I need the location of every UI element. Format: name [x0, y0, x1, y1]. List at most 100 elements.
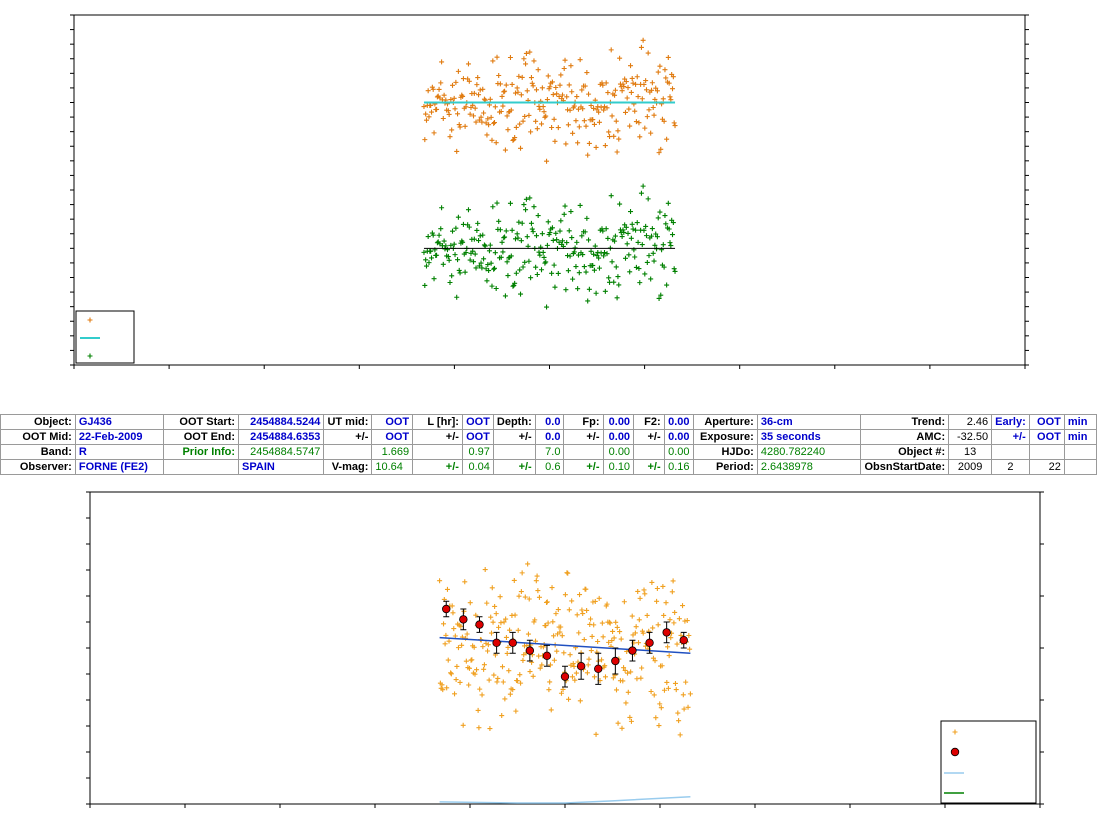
oc-point	[482, 243, 488, 249]
oc-point	[524, 234, 530, 240]
info-cell: Fp:	[563, 414, 604, 430]
data-point	[460, 93, 466, 99]
data-point	[423, 117, 429, 123]
single-image-point	[648, 689, 654, 694]
oc-point	[666, 226, 672, 232]
oc-point	[530, 229, 536, 235]
data-point	[649, 87, 655, 93]
single-image-point	[485, 642, 491, 648]
single-image-point	[502, 696, 508, 702]
single-image-point	[557, 629, 563, 635]
oc-point	[628, 209, 634, 215]
oc-point	[665, 200, 671, 206]
data-point	[476, 117, 482, 123]
single-image-point	[512, 612, 518, 618]
data-point	[527, 49, 533, 55]
data-point	[581, 118, 587, 124]
data-point	[629, 75, 635, 81]
oc-point	[447, 280, 453, 286]
single-image-point	[486, 677, 492, 683]
oc-point	[551, 262, 557, 268]
info-cell: +/-	[492, 429, 536, 445]
oc-point	[623, 224, 629, 230]
info-cell: Band:	[0, 444, 76, 460]
grp-avg-point	[645, 638, 654, 647]
data-point	[488, 114, 494, 120]
single-image-point	[588, 616, 594, 622]
single-image-point	[674, 641, 680, 647]
single-image-point	[629, 613, 635, 619]
info-cell: 2454884.6353	[238, 429, 325, 445]
data-point	[512, 135, 518, 141]
info-cell: FORNE (FE2)	[74, 459, 164, 475]
data-point	[481, 110, 487, 116]
data-point	[666, 80, 672, 86]
single-image-point	[584, 670, 590, 676]
oc-point	[608, 193, 614, 199]
data-point	[633, 81, 639, 87]
data-point	[439, 59, 445, 65]
single-image-point	[680, 692, 686, 698]
oc-point	[615, 274, 621, 280]
single-image-point	[585, 662, 591, 668]
single-image-point	[466, 665, 472, 671]
data-point	[475, 75, 481, 81]
oc-point	[457, 270, 463, 276]
single-image-point	[476, 725, 482, 731]
oc-point	[657, 209, 663, 215]
data-point	[540, 104, 546, 110]
single-image-point	[489, 585, 495, 591]
oc-point	[423, 257, 429, 263]
single-image-point	[621, 665, 627, 671]
data-point	[496, 73, 502, 79]
data-point	[550, 92, 556, 98]
oc-point	[493, 285, 499, 291]
single-image-point	[504, 650, 510, 656]
data-point	[663, 75, 669, 81]
oc-point	[513, 270, 519, 276]
single-image-point	[540, 644, 546, 650]
data-point	[561, 66, 567, 72]
oc-point	[635, 239, 641, 245]
oc-point	[460, 239, 466, 245]
oc-point	[423, 263, 429, 269]
single-image-point	[494, 679, 500, 685]
single-image-point	[650, 625, 656, 631]
data-point	[431, 130, 437, 136]
data-point	[601, 107, 607, 113]
single-image-point	[545, 620, 551, 626]
single-image-point	[481, 662, 487, 668]
data-point	[549, 79, 555, 85]
data-point	[547, 84, 553, 90]
single-image-point	[549, 585, 555, 591]
info-cell: 0.00	[602, 429, 635, 445]
single-image-point	[449, 603, 455, 609]
oc-point	[477, 233, 483, 239]
oc-point	[649, 226, 655, 232]
oc-point	[514, 231, 520, 237]
single-image-point	[670, 578, 676, 584]
info-row: OOT Mid: 22-Feb-2009 OOT End: 2454884.6353 +…	[0, 429, 1097, 445]
data-point	[455, 68, 461, 74]
single-image-point	[537, 665, 543, 671]
single-image-point	[560, 686, 566, 692]
data-point	[575, 106, 581, 112]
data-point	[452, 106, 458, 112]
oc-point	[652, 242, 658, 248]
oc-point	[612, 238, 618, 244]
oc-point	[636, 266, 642, 272]
oc-point	[579, 233, 585, 239]
oc-point	[535, 213, 541, 219]
oc-point	[604, 251, 610, 257]
oc-point	[605, 235, 611, 241]
info-cell: OOT Start:	[162, 414, 240, 430]
oc-point	[641, 227, 647, 233]
single-image-point	[490, 619, 496, 625]
single-image-point	[499, 664, 505, 670]
oc-point	[582, 229, 588, 235]
single-image-point	[496, 624, 502, 630]
data-point	[549, 124, 555, 130]
single-image-point	[574, 612, 580, 618]
oc-point	[617, 201, 623, 207]
single-image-point	[474, 667, 480, 673]
